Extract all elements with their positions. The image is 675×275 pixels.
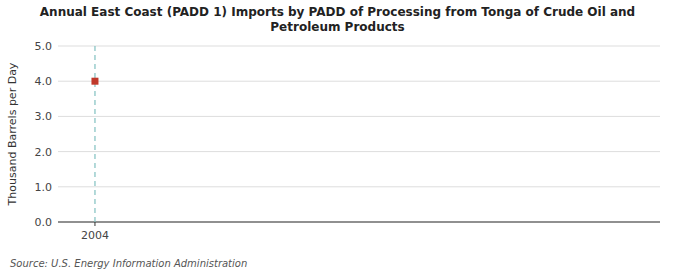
y-tick-label: 1.0: [35, 181, 53, 194]
chart-container: Annual East Coast (PADD 1) Imports by PA…: [0, 0, 675, 275]
grid-line: [58, 46, 660, 47]
y-tick-label: 3.0: [35, 110, 53, 123]
x-axis-line: [58, 222, 660, 223]
y-tick-label: 0.0: [35, 216, 53, 229]
x-tick-label: 2004: [81, 229, 109, 242]
grid-line: [58, 186, 660, 187]
grid-line: [58, 81, 660, 82]
reference-line: [94, 46, 95, 222]
y-tick-label: 4.0: [35, 75, 53, 88]
chart-svg: Annual East Coast (PADD 1) Imports by PA…: [0, 0, 675, 275]
title-line: Annual East Coast (PADD 1) Imports by PA…: [40, 5, 635, 19]
title-line: Petroleum Products: [270, 20, 404, 34]
grid-line: [58, 116, 660, 117]
source-note: Source: U.S. Energy Information Administ…: [10, 258, 247, 269]
title: Annual East Coast (PADD 1) Imports by PA…: [40, 5, 635, 34]
y-tick-label: 2.0: [35, 146, 53, 159]
data-point: [91, 78, 98, 85]
y-tick-label: 5.0: [35, 40, 53, 53]
grid-line: [58, 222, 660, 223]
plot-area: [91, 46, 98, 222]
x-tick: [94, 222, 95, 226]
grid-line: [58, 151, 660, 152]
y-axis-label: Thousand Barrels per Day: [6, 62, 19, 206]
